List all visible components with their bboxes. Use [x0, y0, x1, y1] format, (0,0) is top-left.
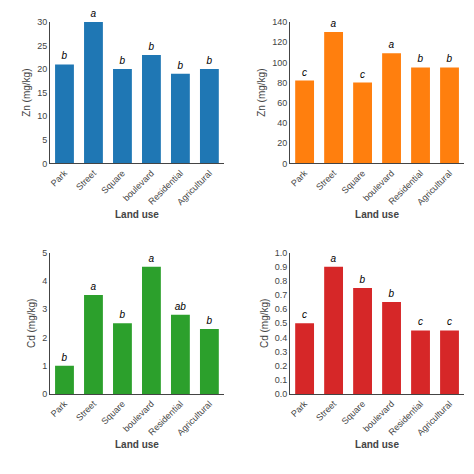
svg-text:ab: ab — [175, 301, 187, 312]
svg-text:0.5: 0.5 — [275, 318, 288, 328]
svg-text:b: b — [61, 352, 67, 363]
svg-text:c: c — [302, 309, 307, 320]
svg-text:0.9: 0.9 — [275, 262, 288, 272]
svg-text:c: c — [447, 316, 452, 327]
svg-text:0: 0 — [282, 159, 287, 169]
svg-text:Street: Street — [314, 398, 338, 422]
svg-text:b: b — [206, 315, 212, 326]
svg-text:boulevard: boulevard — [361, 168, 396, 203]
svg-text:boulevard: boulevard — [121, 399, 156, 434]
svg-text:a: a — [90, 281, 96, 292]
svg-text:Park: Park — [289, 168, 310, 189]
svg-text:1: 1 — [42, 361, 47, 371]
svg-text:Square: Square — [340, 168, 368, 196]
svg-text:b: b — [61, 50, 67, 61]
svg-text:10: 10 — [37, 111, 47, 121]
svg-text:c: c — [360, 69, 365, 80]
svg-text:Street: Street — [74, 398, 98, 422]
svg-text:0.6: 0.6 — [275, 304, 288, 314]
svg-text:0.8: 0.8 — [275, 276, 288, 286]
svg-text:Zn (mg/kg): Zn (mg/kg) — [256, 69, 267, 117]
svg-text:0.1: 0.1 — [275, 375, 288, 385]
svg-text:30: 30 — [37, 17, 47, 27]
svg-text:b: b — [360, 274, 366, 285]
svg-text:1.0: 1.0 — [275, 248, 288, 258]
svg-text:0: 0 — [42, 389, 47, 399]
svg-text:0.2: 0.2 — [275, 361, 288, 371]
svg-text:a: a — [148, 253, 154, 264]
svg-text:3: 3 — [42, 304, 47, 314]
svg-text:140: 140 — [272, 17, 287, 27]
svg-text:15: 15 — [37, 88, 47, 98]
svg-text:Agricultural: Agricultural — [175, 399, 214, 438]
svg-text:120: 120 — [272, 37, 287, 47]
svg-text:Residential: Residential — [146, 399, 185, 438]
svg-text:0.4: 0.4 — [275, 333, 288, 343]
svg-text:b: b — [206, 55, 212, 66]
svg-text:Zn (mg/kg): Zn (mg/kg) — [21, 69, 32, 117]
svg-text:Cd (mg/kg): Cd (mg/kg) — [259, 299, 270, 348]
svg-text:Residential: Residential — [387, 168, 426, 207]
svg-text:Street: Street — [74, 168, 98, 192]
svg-text:Street: Street — [314, 168, 338, 192]
svg-text:0.7: 0.7 — [275, 290, 288, 300]
svg-text:boulevard: boulevard — [361, 399, 396, 434]
svg-text:80: 80 — [277, 78, 287, 88]
svg-text:b: b — [389, 288, 395, 299]
svg-text:a: a — [389, 39, 395, 50]
svg-text:Park: Park — [49, 398, 70, 419]
svg-text:0.3: 0.3 — [275, 347, 288, 357]
svg-text:b: b — [119, 309, 125, 320]
svg-text:5: 5 — [42, 248, 47, 258]
svg-text:a: a — [90, 8, 96, 19]
svg-text:Land use: Land use — [115, 439, 159, 450]
svg-text:Agricultural: Agricultural — [175, 168, 214, 207]
svg-text:Land use: Land use — [355, 439, 399, 450]
svg-text:100: 100 — [272, 58, 287, 68]
svg-text:Park: Park — [49, 168, 70, 189]
svg-text:20: 20 — [37, 64, 47, 74]
svg-text:40: 40 — [277, 118, 287, 128]
svg-text:Square: Square — [99, 168, 127, 196]
svg-text:Agricultural: Agricultural — [415, 168, 454, 207]
svg-text:5: 5 — [42, 135, 47, 145]
svg-text:b: b — [119, 55, 125, 66]
svg-text:b: b — [177, 60, 183, 71]
svg-text:Residential: Residential — [387, 399, 426, 438]
svg-text:b: b — [447, 53, 453, 64]
svg-text:b: b — [148, 41, 154, 52]
svg-text:20: 20 — [277, 138, 287, 148]
svg-text:b: b — [418, 53, 424, 64]
svg-text:Square: Square — [99, 399, 127, 427]
svg-text:Park: Park — [289, 398, 310, 419]
svg-text:c: c — [418, 316, 423, 327]
svg-text:0.0: 0.0 — [275, 389, 288, 399]
svg-text:a: a — [331, 253, 337, 264]
svg-text:Square: Square — [340, 399, 368, 427]
svg-text:25: 25 — [37, 41, 47, 51]
svg-text:c: c — [302, 67, 307, 78]
svg-text:Cd (mg/kg): Cd (mg/kg) — [26, 299, 37, 348]
svg-text:60: 60 — [277, 98, 287, 108]
svg-text:2: 2 — [42, 333, 47, 343]
svg-text:a: a — [331, 18, 337, 29]
svg-text:0: 0 — [42, 159, 47, 169]
svg-text:Agricultural: Agricultural — [415, 399, 454, 438]
svg-text:Residential: Residential — [146, 168, 185, 207]
svg-text:4: 4 — [42, 276, 47, 286]
svg-text:Land use: Land use — [115, 209, 159, 220]
svg-text:Land use: Land use — [355, 209, 399, 220]
svg-text:boulevard: boulevard — [121, 168, 156, 203]
